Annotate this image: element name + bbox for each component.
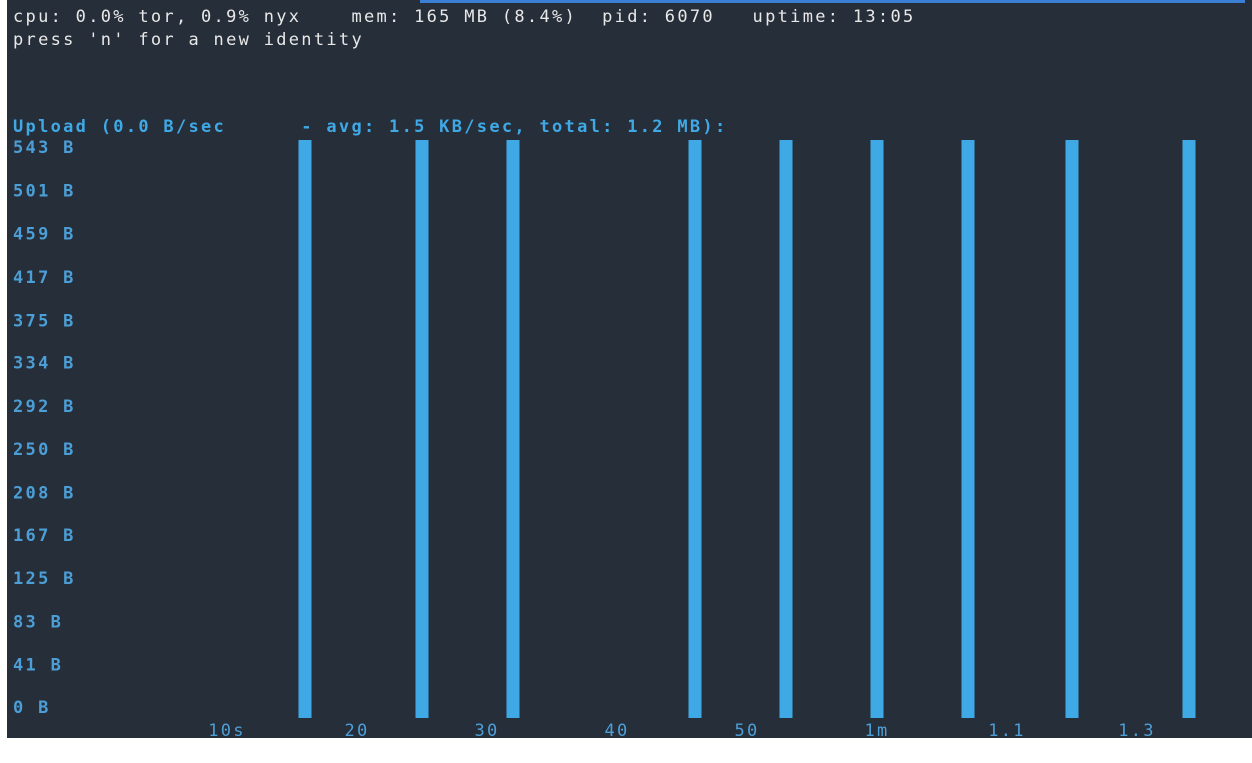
x-tick-label: 1m	[864, 721, 889, 741]
x-tick-label: 10s	[208, 721, 246, 741]
y-tick-label: 334 B	[13, 354, 76, 374]
bar	[779, 140, 793, 718]
terminal-background	[7, 0, 1252, 738]
bar	[1182, 140, 1196, 718]
bar	[506, 140, 520, 718]
status-line: cpu: 0.0% tor, 0.9% nyx mem: 165 MB (8.4…	[13, 7, 916, 27]
y-tick-label: 0 B	[13, 698, 51, 718]
y-tick-label: 250 B	[13, 440, 76, 460]
y-tick-label: 375 B	[13, 311, 76, 331]
window-highlight	[420, 0, 1245, 3]
x-tick-label: 30	[474, 721, 499, 741]
y-tick-label: 292 B	[13, 397, 76, 417]
x-tick-label: 20	[344, 721, 369, 741]
bar	[688, 140, 702, 718]
bar	[870, 140, 884, 718]
y-tick-label: 501 B	[13, 181, 76, 201]
y-tick-label: 417 B	[13, 268, 76, 288]
y-tick-label: 543 B	[13, 138, 76, 158]
x-tick-label: 50	[734, 721, 759, 741]
x-tick-label: 1.3	[1118, 721, 1156, 741]
y-tick-label: 167 B	[13, 526, 76, 546]
y-tick-label: 41 B	[13, 656, 63, 676]
status-line: press 'n' for a new identity	[13, 30, 364, 50]
graph-title: Upload (0.0 B/sec - avg: 1.5 KB/sec, tot…	[13, 117, 728, 137]
bar	[298, 140, 312, 718]
bar	[1065, 140, 1079, 718]
bar	[961, 140, 975, 718]
y-tick-label: 459 B	[13, 225, 76, 245]
bar	[415, 140, 429, 718]
x-tick-label: 1.1	[988, 721, 1026, 741]
y-tick-label: 83 B	[13, 612, 63, 632]
y-tick-label: 125 B	[13, 569, 76, 589]
y-tick-label: 208 B	[13, 483, 76, 503]
x-tick-label: 40	[604, 721, 629, 741]
